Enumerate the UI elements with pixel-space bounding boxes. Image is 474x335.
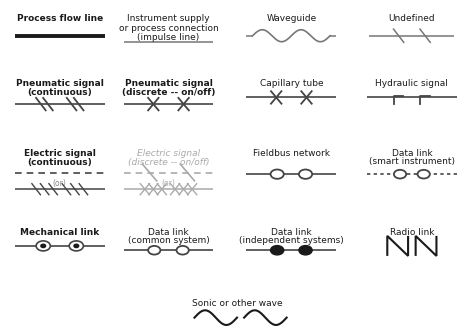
Text: Instrument supply: Instrument supply [127, 14, 210, 23]
Text: Waveguide: Waveguide [266, 14, 317, 23]
Text: Data link: Data link [148, 227, 189, 237]
Text: Undefined: Undefined [389, 14, 435, 23]
Circle shape [394, 170, 406, 179]
Circle shape [271, 170, 284, 179]
Circle shape [271, 246, 284, 255]
Text: Pneumatic signal: Pneumatic signal [16, 79, 104, 88]
Circle shape [299, 170, 312, 179]
Text: (discrete -- on/off): (discrete -- on/off) [128, 158, 209, 168]
Text: Sonic or other wave: Sonic or other wave [191, 299, 283, 308]
Text: (or): (or) [162, 179, 175, 188]
Text: (smart instrument): (smart instrument) [369, 157, 455, 166]
Text: (continuous): (continuous) [27, 88, 92, 97]
Text: Process flow line: Process flow line [17, 14, 103, 23]
Circle shape [176, 246, 189, 255]
Circle shape [36, 241, 50, 251]
Circle shape [74, 244, 79, 248]
Circle shape [418, 170, 430, 179]
Text: (impulse line): (impulse line) [137, 34, 200, 43]
Text: or process connection: or process connection [118, 24, 219, 33]
Text: Capillary tube: Capillary tube [260, 79, 323, 88]
Text: Electric signal: Electric signal [137, 149, 200, 158]
Text: Data link: Data link [271, 227, 312, 237]
Text: Fieldbus network: Fieldbus network [253, 149, 330, 158]
Text: Electric signal: Electric signal [24, 149, 96, 158]
Text: Hydraulic signal: Hydraulic signal [375, 79, 448, 88]
Circle shape [69, 241, 83, 251]
Text: (independent systems): (independent systems) [239, 236, 344, 245]
Circle shape [299, 246, 312, 255]
Text: (common system): (common system) [128, 236, 210, 245]
Text: (continuous): (continuous) [27, 158, 92, 168]
Text: Data link: Data link [392, 149, 432, 158]
Text: Mechanical link: Mechanical link [20, 227, 100, 237]
Text: Radio link: Radio link [390, 227, 434, 237]
Circle shape [41, 244, 46, 248]
Circle shape [148, 246, 160, 255]
Text: (discrete -- on/off): (discrete -- on/off) [122, 88, 215, 97]
Text: Pneumatic signal: Pneumatic signal [125, 79, 212, 88]
Text: (or): (or) [53, 179, 67, 188]
